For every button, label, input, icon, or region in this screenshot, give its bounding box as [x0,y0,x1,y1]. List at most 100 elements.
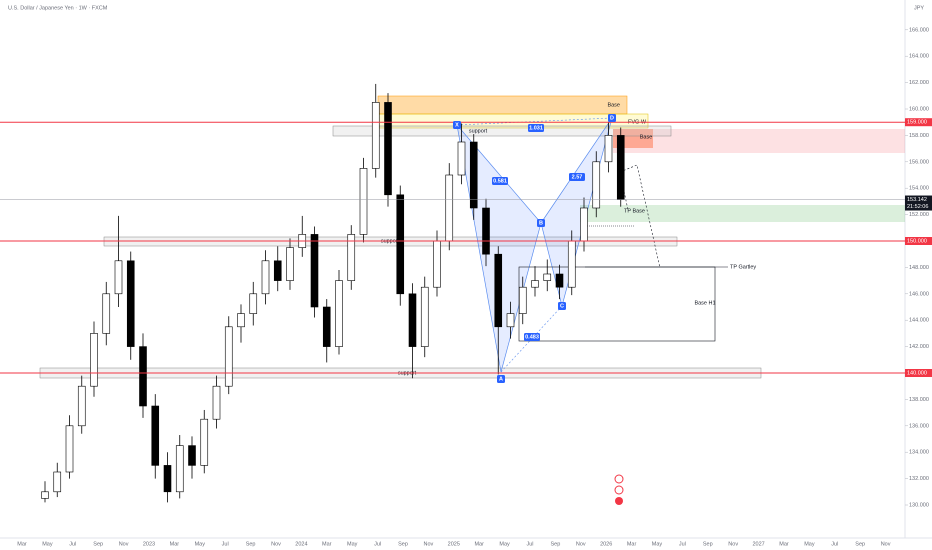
support-zone [332,125,672,137]
pattern-point-tag [608,114,616,122]
candle-body [469,141,478,209]
candle-body [604,135,613,163]
candle-body [616,135,625,200]
y-tick-label: 166.000 [909,27,929,33]
base-zone [377,95,628,115]
x-tick-label: Mar [779,541,789,547]
harmonic-xd [456,117,613,126]
candle-body [114,260,123,295]
candle-body [433,240,441,288]
candle-body [580,207,588,242]
pattern-point-tag [453,121,461,129]
event-icon[interactable] [615,497,623,505]
zone-label: Base [607,102,620,108]
x-tick-label: Sep [551,541,561,547]
y-tick-label: 136.000 [909,423,929,429]
candle-body [445,174,454,242]
ratio-label: 2.57 [572,174,583,180]
event-icon[interactable] [614,485,624,495]
x-tick-label: Jul [222,541,229,547]
y-tick-label: 138.000 [909,397,929,403]
x-tick-label: 2025 [448,541,460,547]
x-tick-label: Jul [69,541,76,547]
x-tick-label: May [499,541,510,547]
ratio-tag [569,173,585,181]
last-price-label: 153.142 [907,197,927,203]
x-tick-label: Jul [374,541,381,547]
candle-body [543,273,552,281]
candle-body [310,234,319,308]
level-label: 150.000 [907,238,927,244]
y-tick-label: 156.000 [909,159,929,165]
target-label: TP Gartley [730,264,756,270]
zone-label: support [469,128,488,134]
supply-zone [613,129,905,153]
candle-body [494,253,503,328]
x-tick-label: Jul [831,541,838,547]
level-tag [905,118,932,127]
candle-body [261,260,270,295]
x-tick-label: Sep [398,541,408,547]
candle-body [65,425,74,473]
candle-body [384,102,392,196]
y-tick-label: 134.000 [909,450,929,456]
pattern-point: C [560,303,564,309]
currency: JPY [914,5,924,11]
x-tick-label: May [195,541,206,547]
ratio-label: 0.483 [525,334,539,340]
x-tick-label: Nov [271,541,281,547]
x-tick-label: Mar [322,541,332,547]
candle-body [408,293,417,347]
y-tick-label: 160.000 [909,106,929,112]
y-tick-label: 164.000 [909,54,929,60]
x-tick-label: Nov [728,541,738,547]
level-tag [905,237,932,245]
pattern-point: B [539,220,543,226]
x-tick-label: Mar [627,541,637,547]
candle-body [322,306,331,347]
x-tick-label: May [804,541,815,547]
x-tick-label: 2026 [600,541,612,547]
x-tick-label: Nov [119,541,129,547]
ratio-tag [524,333,540,341]
candle-body [139,346,147,407]
zone-label: Base [640,134,653,140]
y-tick-label: 132.000 [909,476,929,482]
x-tick-label: Jul [526,541,533,547]
level-tag [905,369,932,377]
ratio-label: 0.581 [493,178,507,184]
zone-label: Base H1 [694,300,715,306]
candle-body [188,445,196,466]
y-tick-label: 144.000 [909,318,929,324]
ratio-tag [528,124,544,132]
x-tick-label: 2023 [143,541,155,547]
candle-body [224,326,233,387]
x-tick-label: Mar [17,541,27,547]
candle-body [457,141,466,176]
candle-body [335,280,343,347]
candle-body [175,445,184,493]
y-tick-label: 154.000 [909,186,929,192]
candle-body [518,286,527,314]
x-tick-label: Nov [424,541,434,547]
chart-title: U.S. Dollar / Japanese Yen · 1W · FXCM [8,5,108,11]
x-tick-label: Sep [703,541,713,547]
candle-body [102,293,111,334]
candle-body [371,102,380,169]
pattern-point-tag [497,375,505,383]
x-tick-label: May [42,541,53,547]
ratio-label: 1.031 [529,125,543,131]
candle-body [200,418,209,466]
candle-body [567,240,576,288]
candle-body [506,313,515,328]
candle-body [592,161,601,209]
level-label: 140.000 [907,370,927,376]
candle-body [249,293,258,314]
pattern-point: X [455,122,459,128]
x-tick-label: Nov [881,541,891,547]
event-icon[interactable] [614,474,624,484]
y-tick-label: 146.000 [909,291,929,297]
candle-body [286,247,294,281]
